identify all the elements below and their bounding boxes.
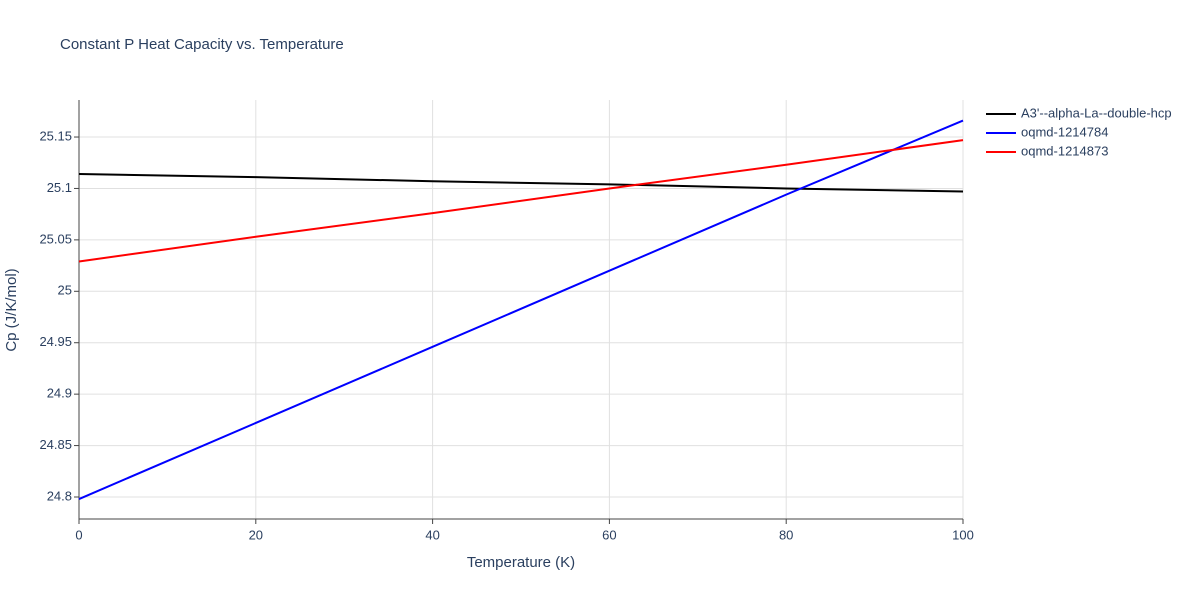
x-tick-label: 80 [779,527,793,542]
legend-label[interactable]: oqmd-1214784 [1021,124,1108,139]
y-tick-label: 24.8 [47,488,72,503]
y-tick-label: 25.1 [47,180,72,195]
y-tick-label: 25 [58,283,72,298]
y-tick-label: 24.95 [39,334,72,349]
y-tick-label: 24.9 [47,386,72,401]
series-line [78,139,964,263]
y-tick-label: 24.85 [39,437,72,452]
legend-label[interactable]: A3'--alpha-La--double-hcp [1021,105,1172,120]
legend-label[interactable]: oqmd-1214873 [1021,143,1108,158]
x-tick-label: 100 [952,527,974,542]
y-axis-label: Cp (J/K/mol) [3,268,20,351]
y-tick-label: 25.05 [39,231,72,246]
x-axis-label: Temperature (K) [467,554,575,571]
x-tick-label: 20 [249,527,263,542]
y-tick-label: 25.15 [39,128,72,143]
x-tick-label: 60 [602,527,616,542]
series-line [78,119,964,500]
chart-title: Constant P Heat Capacity vs. Temperature [60,36,344,53]
x-tick-label: 0 [75,527,82,542]
x-tick-label: 40 [425,527,439,542]
series-line [78,173,964,193]
